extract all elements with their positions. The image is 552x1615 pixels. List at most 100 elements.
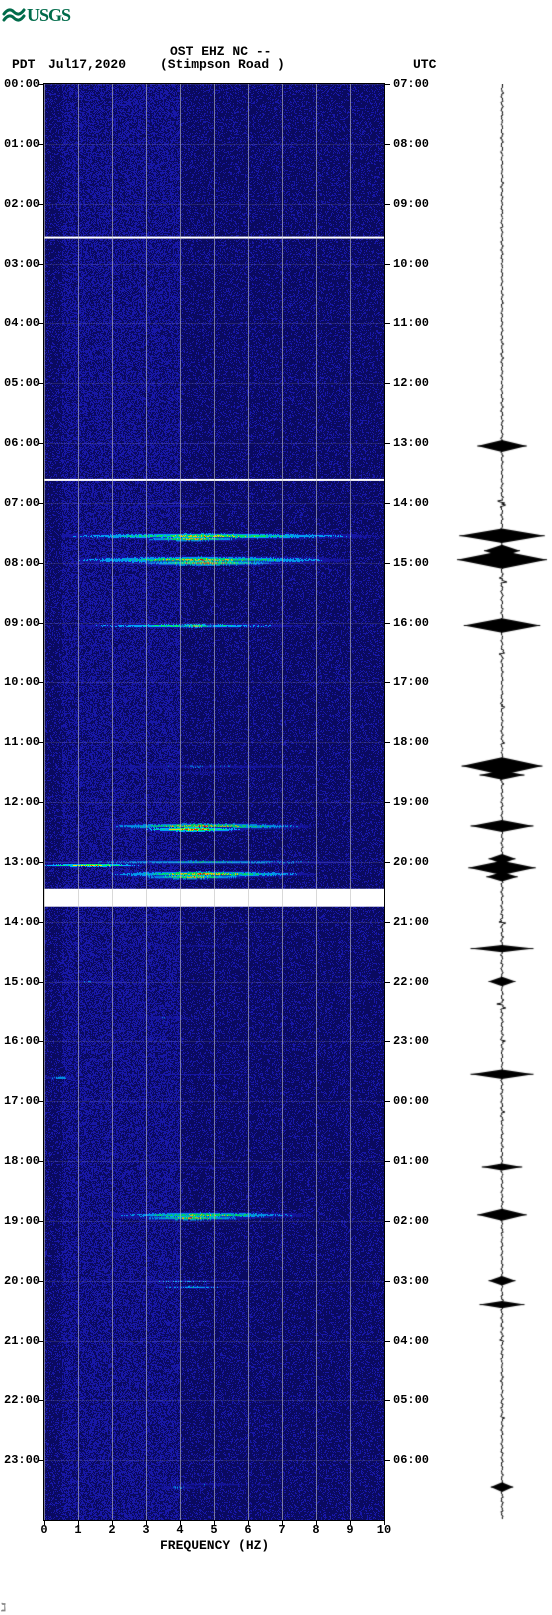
- x-tick-label: 3: [142, 1524, 149, 1536]
- pdt-time-label: 14:00: [4, 916, 40, 928]
- y-tick-mark: [384, 802, 390, 803]
- y-tick-mark: [38, 1161, 44, 1162]
- x-tick-label: 7: [278, 1524, 285, 1536]
- y-tick-mark: [384, 922, 390, 923]
- y-tick-mark: [38, 204, 44, 205]
- pdt-time-label: 16:00: [4, 1035, 40, 1047]
- x-tick-label: 0: [40, 1524, 47, 1536]
- pdt-time-label: 17:00: [4, 1095, 40, 1107]
- utc-time-label: 19:00: [393, 796, 429, 808]
- pdt-time-label: 18:00: [4, 1155, 40, 1167]
- utc-time-label: 09:00: [393, 198, 429, 210]
- utc-time-label: 12:00: [393, 377, 429, 389]
- y-tick-mark: [384, 563, 390, 564]
- y-tick-mark: [384, 264, 390, 265]
- y-tick-mark: [384, 1041, 390, 1042]
- utc-time-label: 11:00: [393, 317, 429, 329]
- x-axis-label: FREQUENCY (HZ): [160, 1538, 269, 1553]
- x-tick-label: 5: [210, 1524, 217, 1536]
- x-tick-label: 1: [74, 1524, 81, 1536]
- y-tick-mark: [384, 1101, 390, 1102]
- utc-time-label: 01:00: [393, 1155, 429, 1167]
- pdt-time-label: 08:00: [4, 557, 40, 569]
- pdt-time-label: 04:00: [4, 317, 40, 329]
- pdt-time-label: 22:00: [4, 1394, 40, 1406]
- y-tick-mark: [384, 862, 390, 863]
- y-tick-mark: [38, 323, 44, 324]
- spectrogram-plot: [44, 84, 384, 1520]
- y-tick-mark: [38, 1341, 44, 1342]
- x-tick-label: 4: [176, 1524, 183, 1536]
- x-tick-label: 8: [312, 1524, 319, 1536]
- pdt-time-label: 20:00: [4, 1275, 40, 1287]
- utc-time-label: 08:00: [393, 138, 429, 150]
- y-tick-mark: [38, 383, 44, 384]
- y-tick-mark: [384, 503, 390, 504]
- header-date: Jul17,2020: [48, 57, 126, 72]
- y-tick-mark: [38, 1101, 44, 1102]
- y-tick-mark: [38, 1041, 44, 1042]
- utc-time-label: 16:00: [393, 617, 429, 629]
- svg-text:USGS: USGS: [27, 5, 71, 25]
- x-tick-label: 10: [377, 1524, 391, 1536]
- y-tick-mark: [38, 742, 44, 743]
- x-tick-label: 6: [244, 1524, 251, 1536]
- utc-time-label: 10:00: [393, 258, 429, 270]
- y-tick-mark: [384, 204, 390, 205]
- y-tick-mark: [38, 1460, 44, 1461]
- header-pdt-label: PDT: [12, 57, 35, 72]
- pdt-time-label: 10:00: [4, 676, 40, 688]
- seismogram-plot: [455, 84, 549, 1520]
- y-tick-mark: [38, 802, 44, 803]
- y-tick-mark: [38, 1400, 44, 1401]
- utc-time-label: 05:00: [393, 1394, 429, 1406]
- y-tick-mark: [384, 1400, 390, 1401]
- y-tick-mark: [38, 264, 44, 265]
- pdt-time-label: 12:00: [4, 796, 40, 808]
- utc-time-label: 17:00: [393, 676, 429, 688]
- y-tick-mark: [38, 982, 44, 983]
- pdt-time-label: 05:00: [4, 377, 40, 389]
- pdt-time-label: 01:00: [4, 138, 40, 150]
- y-tick-mark: [38, 563, 44, 564]
- y-tick-mark: [38, 922, 44, 923]
- x-tick-label: 9: [346, 1524, 353, 1536]
- x-tick-label: 2: [108, 1524, 115, 1536]
- usgs-logo: USGS: [2, 2, 92, 28]
- y-tick-mark: [38, 443, 44, 444]
- spectrogram-image: [44, 84, 384, 1520]
- y-tick-mark: [38, 144, 44, 145]
- pdt-time-label: 15:00: [4, 976, 40, 988]
- y-tick-mark: [38, 682, 44, 683]
- y-tick-mark: [384, 682, 390, 683]
- utc-time-label: 02:00: [393, 1215, 429, 1227]
- pdt-time-label: 00:00: [4, 78, 40, 90]
- utc-time-label: 15:00: [393, 557, 429, 569]
- y-tick-mark: [384, 1341, 390, 1342]
- pdt-time-label: 07:00: [4, 497, 40, 509]
- y-tick-mark: [38, 84, 44, 85]
- utc-time-label: 20:00: [393, 856, 429, 868]
- pdt-time-label: 09:00: [4, 617, 40, 629]
- y-tick-mark: [384, 323, 390, 324]
- utc-time-label: 00:00: [393, 1095, 429, 1107]
- pdt-time-label: 19:00: [4, 1215, 40, 1227]
- utc-time-label: 13:00: [393, 437, 429, 449]
- header-utc-label: UTC: [413, 57, 436, 72]
- utc-time-label: 03:00: [393, 1275, 429, 1287]
- utc-time-label: 22:00: [393, 976, 429, 988]
- y-tick-mark: [38, 503, 44, 504]
- pdt-time-label: 13:00: [4, 856, 40, 868]
- pdt-time-label: 02:00: [4, 198, 40, 210]
- utc-time-label: 23:00: [393, 1035, 429, 1047]
- utc-time-label: 04:00: [393, 1335, 429, 1347]
- y-tick-mark: [384, 1460, 390, 1461]
- y-tick-mark: [384, 1281, 390, 1282]
- utc-time-label: 18:00: [393, 736, 429, 748]
- y-tick-mark: [384, 1221, 390, 1222]
- pdt-time-label: 23:00: [4, 1454, 40, 1466]
- y-tick-mark: [38, 1221, 44, 1222]
- utc-time-label: 21:00: [393, 916, 429, 928]
- pdt-time-label: 21:00: [4, 1335, 40, 1347]
- pdt-time-label: 06:00: [4, 437, 40, 449]
